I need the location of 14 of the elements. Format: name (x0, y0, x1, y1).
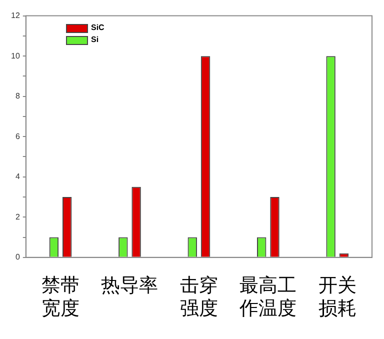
legend-label: Si (91, 34, 99, 46)
y-tick-label: 12 (10, 11, 20, 20)
x-tick-label: 禁带宽度 (42, 274, 80, 320)
x-tick-label: 最高工作温度 (238, 274, 297, 320)
y-tick-label: 4 (15, 172, 20, 182)
x-tick-label: 开关损耗 (318, 274, 356, 320)
y-tick-label: 2 (15, 212, 20, 222)
x-tick-label: 热导率 (101, 274, 158, 297)
legend-label: SiC (91, 22, 104, 34)
y-tick-label: 10 (10, 51, 20, 60)
x-tick-label: 击穿强度 (180, 274, 218, 320)
y-tick-label: 0 (15, 252, 20, 262)
y-tick-label: 6 (15, 132, 20, 141)
y-tick-label: 8 (15, 92, 20, 101)
